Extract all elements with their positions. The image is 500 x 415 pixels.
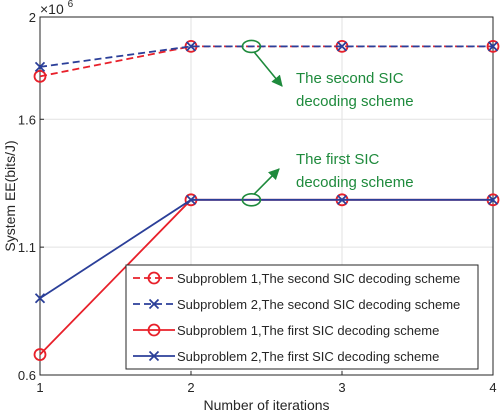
- data-point: [185, 41, 197, 52]
- legend-box: [125, 264, 479, 370]
- x-marker-stroke: [487, 41, 499, 52]
- series-2: [34, 41, 499, 73]
- data-point: [33, 348, 47, 361]
- x-marker-stroke: [34, 293, 46, 304]
- x-marker-stroke: [487, 194, 499, 205]
- y-tick-label: 1.6: [18, 112, 36, 127]
- x-marker-stroke: [336, 41, 348, 52]
- legend-marker: [147, 323, 161, 337]
- x-marker-stroke: [336, 194, 348, 205]
- y-multiplier-label: ×10 6: [40, 0, 74, 17]
- y-tick-label: 0.6: [18, 368, 36, 383]
- plot-frame: [39, 16, 494, 376]
- annotation-ellipse: [241, 39, 262, 54]
- x-tick-label: 4: [489, 380, 496, 395]
- data-point: [34, 61, 46, 73]
- y-tick-label: 1.1: [18, 240, 36, 255]
- annotation-1: The second SIC decoding scheme: [241, 39, 414, 110]
- annotation-ellipse: [241, 193, 262, 207]
- legend-marker: [148, 350, 160, 362]
- data-point: [33, 69, 47, 83]
- annotation-text: The first SIC: [296, 151, 380, 168]
- x-marker-stroke: [34, 61, 46, 73]
- annotation-text: decoding scheme: [296, 174, 414, 191]
- x-marker-stroke: [148, 298, 160, 310]
- legend-marker: [148, 298, 160, 310]
- legend-item-2: Subproblem 2,The second SIC decoding sch…: [133, 297, 460, 312]
- x-marker-stroke: [185, 194, 197, 205]
- legend-label: Subproblem 1,The first SIC decoding sche…: [177, 323, 439, 338]
- legend-label: Subproblem 2,The first SIC decoding sche…: [177, 349, 439, 364]
- data-point: [336, 194, 348, 205]
- legend-marker: [147, 271, 161, 285]
- x-marker-stroke: [148, 350, 160, 362]
- data-point: [336, 41, 348, 52]
- annotation-text: The second SIC: [296, 70, 404, 87]
- y-multiplier-base: ×10: [40, 1, 64, 17]
- series-group: [33, 40, 500, 361]
- data-point: [487, 194, 499, 205]
- legend: Subproblem 1,The second SIC decoding sch…: [125, 264, 479, 370]
- series-line: [39, 198, 493, 300]
- series-4: [34, 194, 499, 304]
- annotation-text: decoding scheme: [296, 93, 414, 110]
- x-axis-label: Number of iterations: [203, 397, 329, 413]
- x-marker-stroke: [185, 41, 197, 52]
- data-point: [185, 194, 197, 205]
- data-point: [486, 40, 500, 53]
- y-tick-label: 2: [29, 10, 36, 25]
- series-line: [39, 45, 493, 68]
- data-point: [487, 41, 499, 52]
- series-line: [39, 45, 493, 78]
- legend-item-4: Subproblem 2,The first SIC decoding sche…: [133, 349, 439, 364]
- legend-item-3: Subproblem 1,The first SIC decoding sche…: [133, 323, 439, 338]
- x-tick-label: 3: [338, 380, 345, 395]
- annotation-2: The first SIC decoding scheme: [241, 151, 414, 207]
- legend-label: Subproblem 1,The second SIC decoding sch…: [177, 271, 460, 286]
- y-axis-label: System EE(bits/J): [2, 140, 18, 251]
- legend-label: Subproblem 2,The second SIC decoding sch…: [177, 297, 460, 312]
- x-tick-label: 2: [187, 380, 194, 395]
- annotation-arrow: [253, 51, 283, 87]
- annotation-arrow: [253, 168, 280, 195]
- y-multiplier-exponent: 6: [68, 0, 74, 10]
- legend-item-1: Subproblem 1,The second SIC decoding sch…: [133, 271, 460, 286]
- x-tick-label: 1: [36, 380, 43, 395]
- data-point: [34, 293, 46, 304]
- axis-ticks: 1 2 3 4 0.6 1.1 1.6 2: [18, 10, 497, 395]
